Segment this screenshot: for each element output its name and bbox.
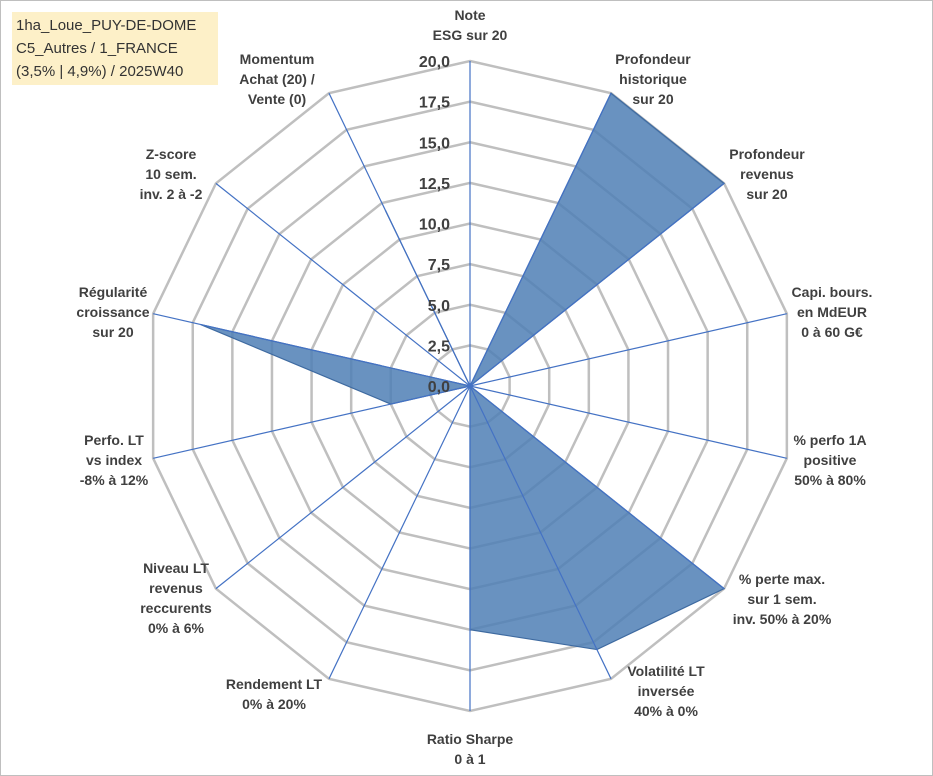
tick-label: 17,5 xyxy=(419,95,450,112)
axis-spoke xyxy=(469,182,725,387)
axis-spoke xyxy=(469,313,787,387)
tick-label: 12,5 xyxy=(419,176,450,193)
axis-label-line: Achat (20) / xyxy=(239,71,315,87)
axis-label-line: Capi. bours. xyxy=(792,284,873,300)
tick-label: 7,5 xyxy=(428,257,450,274)
axis-label-line: 10 sem. xyxy=(145,166,196,182)
fund-stats: (3,5% | 4,9%) / 2025W40 xyxy=(16,63,184,80)
axis-label-line: % perfo 1A xyxy=(793,432,866,448)
axis-spoke xyxy=(469,385,725,590)
axis-label-line: Vente (0) xyxy=(248,91,306,107)
fund-category: C5_Autres / 1_FRANCE xyxy=(16,40,178,57)
axis-spoke xyxy=(328,385,471,680)
axis-labels: Note ESG sur 20 Profondeur historique sur 20… xyxy=(76,7,872,767)
axis-label-line: -8% à 12% xyxy=(80,472,149,488)
axis-label: Perfo. LT vs index -8% à 12% xyxy=(80,432,149,488)
axis-label-line: 0% à 6% xyxy=(148,620,205,636)
axis-label: Z-score 10 sem. inv. 2 à -2 xyxy=(140,146,203,202)
tick-label: 0,0 xyxy=(428,379,450,396)
radial-tick-labels: 0,0 2,5 5,0 7,5 10,0 12,5 15,0 17,5 20,0 xyxy=(419,54,450,396)
axis-label-line: Régularité xyxy=(79,284,148,300)
axis-label-line: 0% à 20% xyxy=(242,696,306,712)
axis-spoke xyxy=(469,92,612,387)
axis-label: % perte max. sur 1 sem. inv. 50% à 20% xyxy=(733,571,832,627)
axis-label-line: vs index xyxy=(86,452,142,468)
axis-spoke xyxy=(215,385,471,590)
axis-label-line: revenus xyxy=(740,166,794,182)
axis-label-line: Perfo. LT xyxy=(84,432,144,448)
axis-label: % perfo 1A positive 50% à 80% xyxy=(793,432,866,488)
axis-label-line: Profondeur xyxy=(615,51,691,67)
axis-label-line: inv. 50% à 20% xyxy=(733,611,832,627)
axis-label: Niveau LT revenus reccurents 0% à 6% xyxy=(140,560,212,636)
axis-spoke xyxy=(328,92,471,387)
axis-label-line: sur 1 sem. xyxy=(747,591,816,607)
axis-label-line: croissance xyxy=(76,304,149,320)
axis-spokes xyxy=(153,61,787,711)
axis-label: Rendement LT 0% à 20% xyxy=(226,676,323,712)
tick-label: 15,0 xyxy=(419,135,450,152)
axis-label: Momentum Achat (20) / Vente (0) xyxy=(239,51,315,107)
axis-label: Profondeur historique sur 20 xyxy=(615,51,691,107)
axis-label-line: 0 à 1 xyxy=(454,751,485,767)
tick-label: 20,0 xyxy=(419,54,450,71)
axis-label-line: 40% à 0% xyxy=(634,703,698,719)
axis-label-line: historique xyxy=(619,71,687,87)
axis-label-line: inv. 2 à -2 xyxy=(140,186,203,202)
tick-label: 2,5 xyxy=(428,338,450,355)
axis-spoke xyxy=(215,182,471,387)
axis-label-line: revenus xyxy=(149,580,203,596)
axis-label-line: % perte max. xyxy=(739,571,825,587)
axis-label: Régularité croissance sur 20 xyxy=(76,284,149,340)
axis-label-line: Ratio Sharpe xyxy=(427,731,514,747)
axis-label-line: Z-score xyxy=(146,146,197,162)
axis-spoke xyxy=(469,385,787,459)
tick-label: 10,0 xyxy=(419,217,450,234)
axis-label-line: Niveau LT xyxy=(143,560,209,576)
axis-label-line: inversée xyxy=(638,683,695,699)
axis-label-line: ESG sur 20 xyxy=(433,27,508,43)
fund-info-box: 1ha_Loue_PUY-DE-DOME C5_Autres / 1_FRANC… xyxy=(12,12,218,85)
axis-label-line: 50% à 80% xyxy=(794,472,866,488)
axis-label-line: Profondeur xyxy=(729,146,805,162)
axis-label-line: sur 20 xyxy=(632,91,673,107)
axis-label-line: 0 à 60 G€ xyxy=(801,324,863,340)
axis-label: Note ESG sur 20 xyxy=(433,7,508,43)
axis-spoke xyxy=(469,385,612,680)
axis-label: Ratio Sharpe 0 à 1 xyxy=(427,731,514,767)
axis-label-line: Volatilité LT xyxy=(627,663,705,679)
axis-label: Volatilité LT inversée 40% à 0% xyxy=(627,663,705,719)
axis-label-line: reccurents xyxy=(140,600,212,616)
axis-label-line: Note xyxy=(454,7,485,23)
axis-label-line: Momentum xyxy=(240,51,315,67)
axis-label-line: en MdEUR xyxy=(797,304,867,320)
axis-label-line: Rendement LT xyxy=(226,676,323,692)
axis-label: Profondeur revenus sur 20 xyxy=(729,146,805,202)
axis-spoke xyxy=(153,385,471,459)
tick-label: 5,0 xyxy=(428,298,450,315)
axis-label-line: sur 20 xyxy=(746,186,787,202)
axis-label: Capi. bours. en MdEUR 0 à 60 G€ xyxy=(792,284,873,340)
axis-label-line: sur 20 xyxy=(92,324,133,340)
fund-name: 1ha_Loue_PUY-DE-DOME xyxy=(16,17,197,34)
axis-label-line: positive xyxy=(804,452,857,468)
axis-spoke xyxy=(153,313,471,387)
